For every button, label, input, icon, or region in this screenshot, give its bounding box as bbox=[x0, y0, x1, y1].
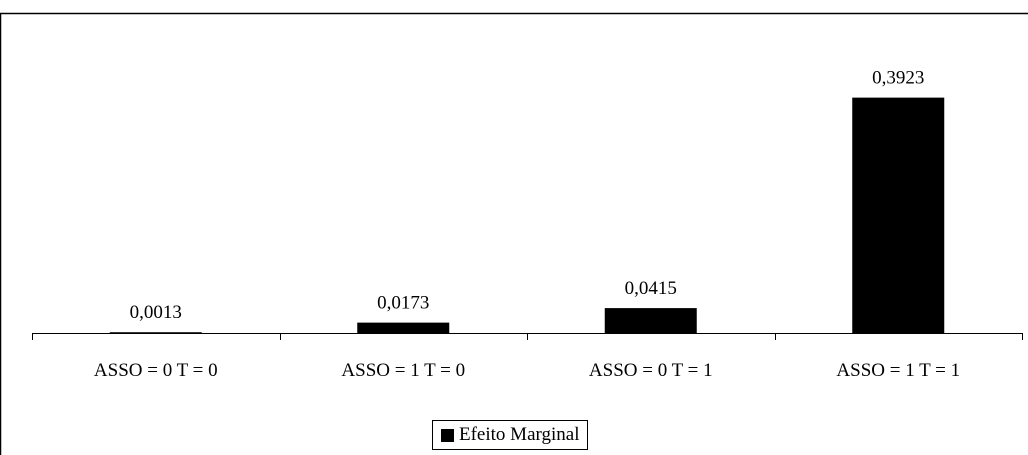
data-label: 0,3923 bbox=[872, 68, 924, 89]
bar bbox=[357, 322, 450, 333]
data-label: 0,0415 bbox=[625, 278, 677, 299]
chart-border bbox=[0, 12, 1028, 455]
bar bbox=[604, 308, 697, 333]
bar bbox=[109, 332, 202, 333]
x-tick-label: ASSO = 0 T = 0 bbox=[94, 360, 218, 381]
bar bbox=[852, 97, 945, 334]
x-tick-label: ASSO = 1 T = 1 bbox=[836, 360, 960, 381]
legend-label: Efeito Marginal bbox=[459, 424, 580, 445]
data-label: 0,0173 bbox=[377, 293, 429, 314]
x-tick-label: ASSO = 0 T = 1 bbox=[589, 360, 713, 381]
legend-swatch bbox=[441, 428, 454, 442]
data-label: 0,0013 bbox=[130, 302, 182, 323]
x-tick-label: ASSO = 1 T = 0 bbox=[341, 360, 465, 381]
legend: Efeito Marginal bbox=[432, 420, 589, 450]
